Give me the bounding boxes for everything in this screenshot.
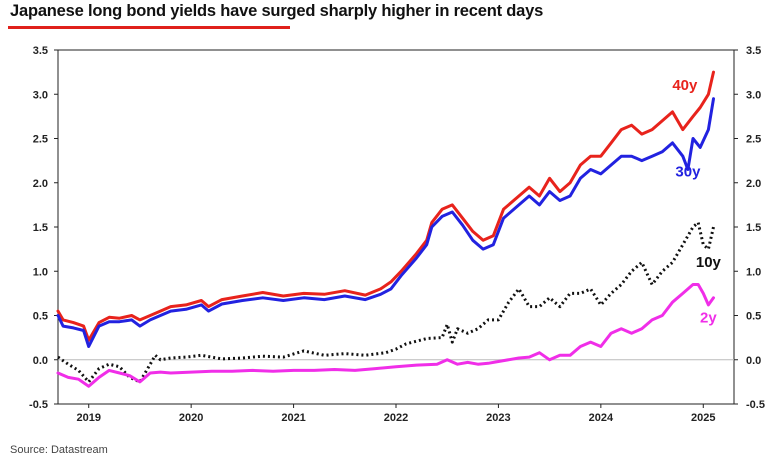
- y-tick-label-left: 3.0: [33, 89, 48, 101]
- series-label-30y: 30y: [675, 164, 701, 181]
- x-tick-label: 2025: [691, 412, 715, 424]
- y-tick-label-left: 2.0: [33, 178, 48, 190]
- series-line-30y: [56, 97, 715, 348]
- x-tick-label: 2021: [281, 412, 305, 424]
- x-tick-label: 2020: [179, 412, 203, 424]
- y-tick-label-left: 1.0: [33, 266, 48, 278]
- y-tick-label-right: 3.0: [746, 89, 761, 101]
- y-tick-label-left: 3.5: [33, 45, 48, 57]
- y-tick-label-right: 1.0: [746, 266, 761, 278]
- y-tick-label-right: -0.5: [746, 399, 765, 411]
- x-tick-label: 2024: [589, 412, 614, 424]
- y-tick-label-right: 2.5: [746, 134, 761, 146]
- y-tick-label-left: 0.5: [33, 311, 48, 323]
- y-tick-label-right: 2.0: [746, 178, 761, 190]
- series-label-2y: 2y: [700, 310, 717, 327]
- y-tick-label-left: -0.5: [29, 399, 48, 411]
- x-tick-label: 2023: [486, 412, 510, 424]
- chart-title: Japanese long bond yields have surged sh…: [10, 2, 544, 20]
- series-line-10y: [57, 221, 715, 384]
- series-labels: 40y 30y 10y 2y: [672, 77, 721, 327]
- title-underline: [8, 26, 290, 29]
- y-tick-label-right: 0.5: [746, 311, 761, 323]
- y-axis-left: -0.5 0.0 0.5 1.0 1.5 2.0 2.5 3.0 3.5: [29, 45, 58, 411]
- series-layer: [56, 70, 715, 388]
- y-tick-label-right: 1.5: [746, 222, 761, 234]
- series-label-10y: 10y: [696, 254, 722, 271]
- x-tick-label: 2019: [76, 412, 100, 424]
- y-tick-label-left: 2.5: [33, 134, 48, 146]
- series-line-2y: [56, 283, 715, 388]
- y-tick-label-right: 3.5: [746, 45, 761, 57]
- plot-frame: [57, 49, 735, 405]
- y-tick-label-right: 0.0: [746, 355, 761, 367]
- y-tick-label-left: 1.5: [33, 222, 48, 234]
- x-tick-label: 2022: [384, 412, 408, 424]
- source-note: Source: Datastream: [10, 444, 108, 456]
- x-axis: 2019 2020 2021 2022 2023 2024 2025: [76, 404, 716, 424]
- y-tick-label-left: 0.0: [33, 355, 48, 367]
- series-line-40y: [56, 70, 715, 342]
- y-axis-right: -0.5 0.0 0.5 1.0 1.5 2.0 2.5 3.0 3.5: [734, 45, 765, 411]
- series-label-40y: 40y: [672, 77, 698, 94]
